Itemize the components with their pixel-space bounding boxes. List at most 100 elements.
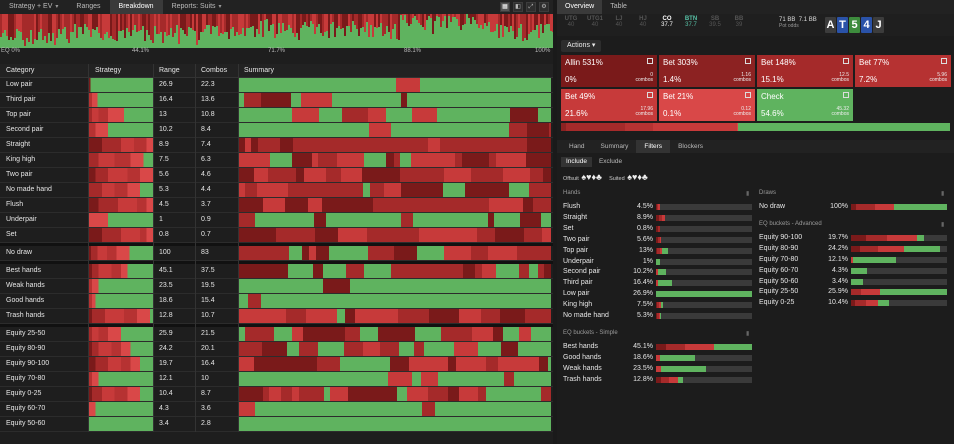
- filter-row[interactable]: Set 0.8%: [563, 224, 752, 234]
- header-strategy[interactable]: Strategy: [95, 67, 122, 74]
- action-bet-49[interactable]: Bet 49% 21.6% 17.96 combos: [561, 89, 657, 121]
- action-bet-303[interactable]: Bet 303% 1.4% 1.16 combos: [659, 55, 755, 87]
- table-row[interactable]: Flush 4.5 3.7: [0, 198, 553, 212]
- action-bet-148[interactable]: Bet 148% 15.1% 12.5 combos: [757, 55, 853, 87]
- section-menu-icon[interactable]: ▮: [746, 191, 750, 197]
- expand-icon[interactable]: [843, 92, 849, 98]
- filter-row[interactable]: Flush 4.5%: [563, 202, 752, 212]
- position-btn[interactable]: BTN 37.7: [680, 16, 702, 34]
- filter-row[interactable]: Second pair 10.2%: [563, 267, 752, 277]
- table-row[interactable]: Straight 8.9 7.4: [0, 138, 553, 152]
- suited-suit-icons[interactable]: ♠♥♦♣: [627, 172, 648, 182]
- position-bb[interactable]: BB 39: [728, 16, 750, 34]
- filter-row[interactable]: Good hands 18.6%: [563, 353, 752, 363]
- expand-icon[interactable]: [941, 58, 947, 64]
- filter-row[interactable]: King high 7.5%: [563, 300, 752, 310]
- actions-dropdown[interactable]: Actions ▾: [561, 40, 602, 52]
- filter-row[interactable]: Low pair 26.9%: [563, 289, 752, 299]
- header-range[interactable]: Range %▼: [153, 64, 195, 88]
- tab-breakdown[interactable]: Breakdown: [109, 0, 163, 14]
- expand-icon[interactable]: [745, 92, 751, 98]
- filter-row[interactable]: Top pair 13%: [563, 246, 752, 256]
- section-menu-icon[interactable]: ▮: [941, 221, 945, 228]
- filter-row[interactable]: Equity 50-60 3.4%: [759, 277, 947, 287]
- filter-row[interactable]: Straight 8.9%: [563, 213, 752, 223]
- position-co[interactable]: CO 37.7: [656, 16, 678, 34]
- position-sb[interactable]: SB 39.5: [704, 16, 726, 34]
- table-row[interactable]: No draw 100 83: [0, 246, 553, 260]
- table-row[interactable]: Trash hands 12.8 10.7: [0, 309, 553, 323]
- table-row[interactable]: Equity 25-50 25.9 21.5: [0, 327, 553, 341]
- action-allin-531[interactable]: Allin 531% 0% 0 combos: [561, 55, 657, 87]
- table-row[interactable]: Weak hands 23.5 19.5: [0, 279, 553, 293]
- tab-reports-suits[interactable]: Reports: Suits ▾: [163, 0, 231, 14]
- tab-summary[interactable]: Summary: [600, 143, 629, 150]
- include-toggle[interactable]: Include: [561, 157, 592, 167]
- section-menu-icon[interactable]: ▮: [746, 330, 750, 337]
- fullscreen-icon[interactable]: ⤢: [526, 2, 536, 12]
- table-row[interactable]: Equity 70-80 12.1 10: [0, 372, 553, 386]
- expand-icon[interactable]: [843, 58, 849, 64]
- table-row[interactable]: Good hands 18.6 15.4: [0, 294, 553, 308]
- filter-row[interactable]: Underpair 1%: [563, 257, 752, 267]
- header-category[interactable]: Category: [6, 67, 35, 74]
- table-row[interactable]: Equity 90-100 19.7 16.4: [0, 357, 553, 371]
- filter-row[interactable]: Best hands 45.1%: [563, 342, 752, 352]
- table-row[interactable]: Third pair 16.4 13.6: [0, 93, 553, 107]
- board-card[interactable]: A: [825, 17, 836, 33]
- table-row[interactable]: No made hand 5.3 4.4: [0, 183, 553, 197]
- filter-row[interactable]: Equity 60-70 4.3%: [759, 266, 947, 276]
- position-utg1[interactable]: UTG1 40: [584, 16, 606, 34]
- tab-ranges[interactable]: Ranges: [67, 0, 109, 14]
- filter-row[interactable]: Trash hands 12.8%: [563, 375, 752, 385]
- expand-icon[interactable]: [647, 92, 653, 98]
- filter-row[interactable]: Third pair 16.4%: [563, 278, 752, 288]
- table-row[interactable]: Equity 0-25 10.4 8.7: [0, 387, 553, 401]
- filter-row[interactable]: Two pair 5.6%: [563, 235, 752, 245]
- tab-overview[interactable]: Overview: [557, 0, 603, 14]
- filter-row[interactable]: Equity 80-90 24.2%: [759, 244, 947, 254]
- grid-view-icon[interactable]: ▦: [500, 2, 510, 12]
- filter-row[interactable]: No draw 100%: [759, 202, 947, 212]
- action-check[interactable]: Check 54.6% 45.32 combos: [757, 89, 853, 121]
- offsuit-suit-icons[interactable]: ♠♥♦♣: [581, 172, 602, 182]
- board-card[interactable]: 5: [849, 17, 860, 33]
- expand-icon[interactable]: [745, 58, 751, 64]
- settings-icon[interactable]: ⚙: [539, 2, 549, 12]
- tab-hand[interactable]: Hand: [569, 143, 585, 150]
- tab-table[interactable]: Table: [610, 3, 627, 10]
- expand-icon[interactable]: [647, 58, 653, 64]
- position-lj[interactable]: LJ 40: [608, 16, 630, 34]
- table-row[interactable]: Equity 50-60 3.4 2.8: [0, 417, 553, 431]
- table-row[interactable]: Set 0.8 0.7: [0, 228, 553, 242]
- position-hj[interactable]: HJ 40: [632, 16, 654, 34]
- exclude-toggle[interactable]: Exclude: [598, 158, 623, 165]
- table-row[interactable]: King high 7.5 6.3: [0, 153, 553, 167]
- section-menu-icon[interactable]: ▮: [941, 191, 945, 197]
- header-summary[interactable]: Summary: [244, 67, 274, 74]
- table-row[interactable]: Second pair 10.2 8.4: [0, 123, 553, 137]
- position-utg[interactable]: UTG 40: [560, 16, 582, 34]
- tab-strategy-ev[interactable]: Strategy + EV ▾: [0, 0, 67, 14]
- split-view-icon[interactable]: ◧: [513, 2, 523, 12]
- filter-row[interactable]: No made hand 5.3%: [563, 311, 752, 321]
- filter-row[interactable]: Equity 90-100 19.7%: [759, 233, 947, 243]
- filter-row[interactable]: Equity 0-25 10.4%: [759, 298, 947, 308]
- filter-row[interactable]: Equity 70-80 12.1%: [759, 255, 947, 265]
- table-row[interactable]: Underpair 1 0.9: [0, 213, 553, 227]
- table-row[interactable]: Equity 60-70 4.3 3.6: [0, 402, 553, 416]
- table-row[interactable]: Top pair 13 10.8: [0, 108, 553, 122]
- board-card[interactable]: 4: [861, 17, 872, 33]
- table-row[interactable]: Low pair 26.9 22.3: [0, 78, 553, 92]
- action-bet-77[interactable]: Bet 77% 7.2% 5.96 combos: [855, 55, 951, 87]
- filter-row[interactable]: Weak hands 23.5%: [563, 364, 752, 374]
- tab-filters[interactable]: Filters: [636, 140, 671, 153]
- board-card[interactable]: T: [837, 17, 848, 33]
- table-row[interactable]: Best hands 45.1 37.5: [0, 264, 553, 278]
- header-combos[interactable]: Combos: [201, 67, 228, 74]
- table-row[interactable]: Equity 80-90 24.2 20.1: [0, 342, 553, 356]
- tab-blockers[interactable]: Blockers: [678, 143, 703, 150]
- board-card[interactable]: J: [873, 17, 884, 33]
- action-bet-21[interactable]: Bet 21% 0.1% 0.12 combos: [659, 89, 755, 121]
- filter-row[interactable]: Equity 25-50 25.9%: [759, 287, 947, 297]
